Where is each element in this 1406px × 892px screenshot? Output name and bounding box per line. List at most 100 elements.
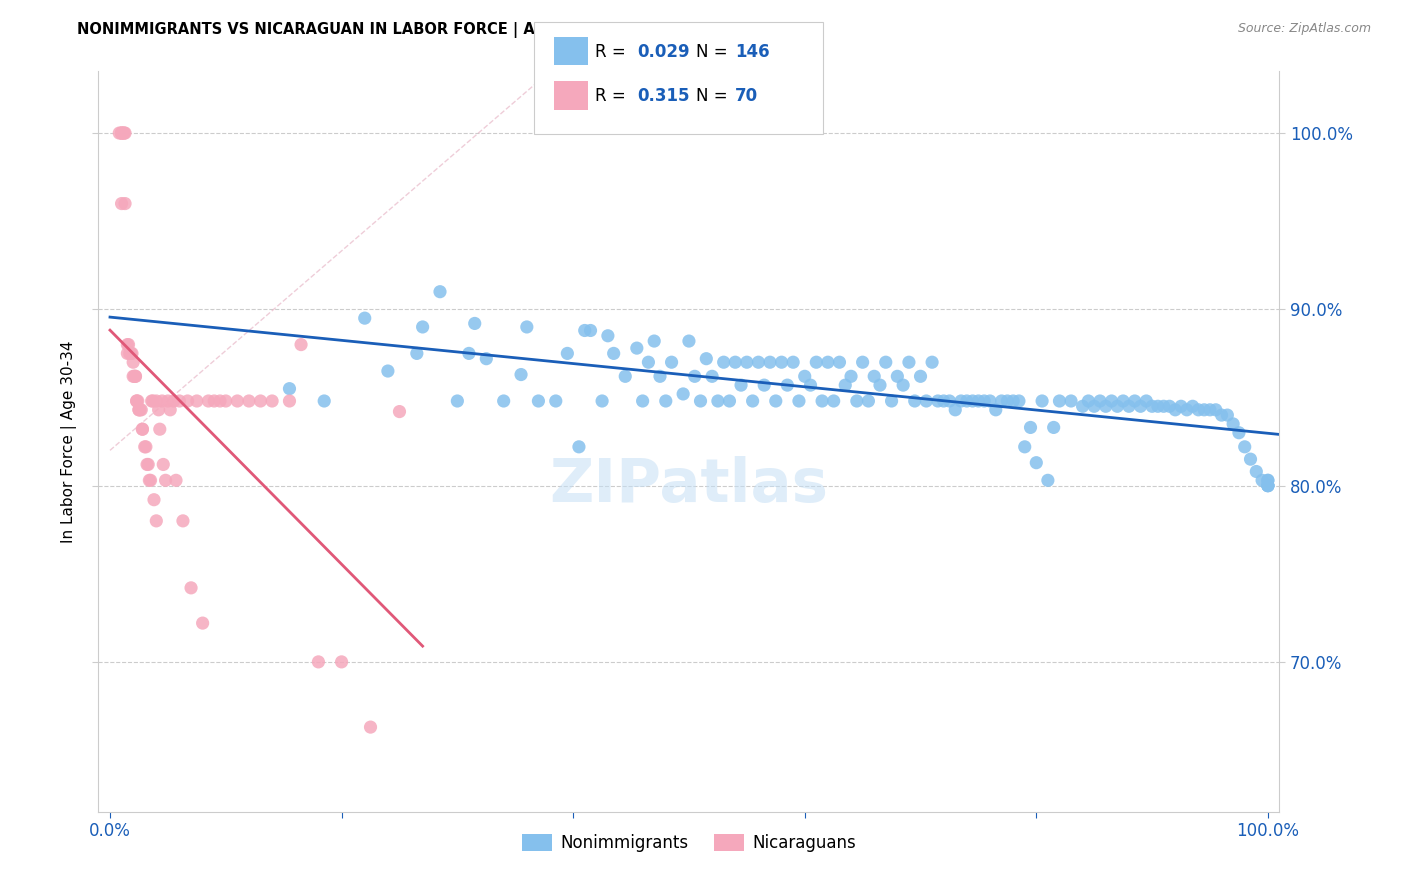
Point xyxy=(124,369,146,384)
Point xyxy=(135,440,157,454)
Point xyxy=(125,394,148,409)
Point xyxy=(169,394,191,409)
Point xyxy=(574,323,596,337)
Point xyxy=(110,196,132,211)
Point xyxy=(121,346,143,360)
Point xyxy=(446,394,468,409)
Text: R =: R = xyxy=(595,87,631,105)
Point xyxy=(683,369,706,384)
Point xyxy=(1211,408,1233,422)
Point xyxy=(1025,456,1047,470)
Point xyxy=(527,394,550,409)
Point xyxy=(110,126,132,140)
Point xyxy=(770,355,793,369)
Point xyxy=(811,394,834,409)
Point xyxy=(869,378,891,392)
Point xyxy=(759,355,782,369)
Point xyxy=(238,394,260,409)
Point xyxy=(799,378,821,392)
Point xyxy=(262,394,284,409)
Point xyxy=(117,337,139,351)
Point xyxy=(776,378,799,392)
Point xyxy=(1181,399,1204,413)
Point xyxy=(516,320,538,334)
Point xyxy=(1239,452,1261,467)
Point xyxy=(1251,473,1274,487)
Point xyxy=(145,514,167,528)
Point xyxy=(458,346,481,360)
Point xyxy=(278,382,301,396)
Point xyxy=(148,402,170,417)
Point xyxy=(114,126,136,140)
Point xyxy=(793,369,815,384)
Point xyxy=(921,355,943,369)
Point xyxy=(817,355,839,369)
Point xyxy=(226,394,249,409)
Point xyxy=(1227,425,1250,440)
Legend: Nonimmigrants, Nicaraguans: Nonimmigrants, Nicaraguans xyxy=(516,828,862,859)
Point xyxy=(1205,402,1227,417)
Point xyxy=(1140,399,1163,413)
Point xyxy=(510,368,533,382)
Point xyxy=(875,355,897,369)
Point xyxy=(852,355,875,369)
Point xyxy=(464,317,486,331)
Point xyxy=(112,126,135,140)
Point xyxy=(891,378,914,392)
Point xyxy=(643,334,665,348)
Point xyxy=(904,394,927,409)
Point xyxy=(1147,399,1170,413)
Point xyxy=(730,378,752,392)
Point xyxy=(150,394,173,409)
Point xyxy=(661,355,683,369)
Point xyxy=(984,402,1007,417)
Point xyxy=(747,355,769,369)
Point xyxy=(129,402,152,417)
Point xyxy=(202,394,225,409)
Point xyxy=(1246,465,1268,479)
Point xyxy=(180,581,202,595)
Point xyxy=(1071,399,1094,413)
Point xyxy=(141,394,163,409)
Point xyxy=(1257,473,1279,487)
Point xyxy=(176,394,198,409)
Point xyxy=(1002,394,1025,409)
Point xyxy=(114,196,136,211)
Point xyxy=(127,394,149,409)
Point xyxy=(1123,394,1146,409)
Point xyxy=(1118,399,1140,413)
Point xyxy=(943,402,966,417)
Point xyxy=(1049,394,1071,409)
Point xyxy=(828,355,851,369)
Point xyxy=(1187,402,1209,417)
Point xyxy=(626,341,648,355)
Point xyxy=(956,394,979,409)
Point xyxy=(544,394,567,409)
Point xyxy=(405,346,427,360)
Point xyxy=(973,394,995,409)
Point xyxy=(128,402,150,417)
Point xyxy=(845,394,868,409)
Point xyxy=(823,394,845,409)
Point xyxy=(139,473,162,487)
Point xyxy=(1019,420,1042,434)
Point xyxy=(1008,394,1031,409)
Point xyxy=(932,394,955,409)
Point xyxy=(249,394,271,409)
Point xyxy=(1014,440,1036,454)
Point xyxy=(655,394,678,409)
Point xyxy=(1042,420,1064,434)
Point xyxy=(602,346,624,360)
Point xyxy=(117,337,139,351)
Point xyxy=(754,378,776,392)
Point xyxy=(897,355,920,369)
Point xyxy=(995,394,1018,409)
Point xyxy=(713,355,735,369)
Point xyxy=(191,616,214,631)
Point xyxy=(172,514,194,528)
Point xyxy=(979,394,1001,409)
Point xyxy=(1257,478,1279,492)
Point xyxy=(741,394,763,409)
Point xyxy=(765,394,787,409)
Point xyxy=(353,311,375,326)
